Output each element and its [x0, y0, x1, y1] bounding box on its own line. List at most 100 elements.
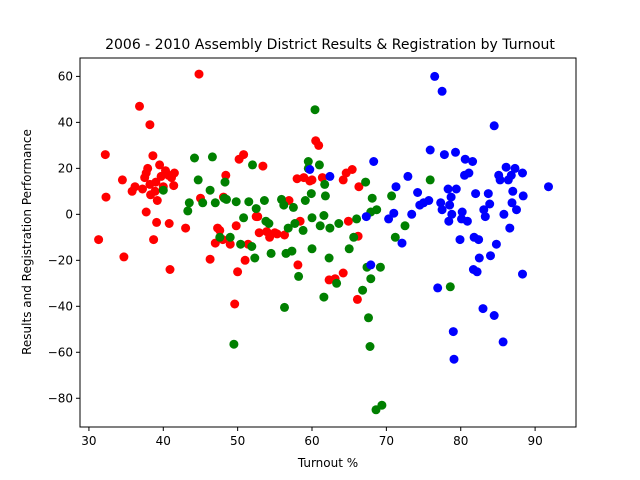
- data-point: [181, 223, 191, 233]
- data-point: [462, 216, 472, 226]
- data-point: [486, 251, 495, 261]
- data-point: [389, 208, 399, 218]
- data-point: [315, 221, 325, 231]
- data-point: [152, 217, 162, 227]
- data-point: [244, 197, 254, 207]
- x-tick-label: 60: [304, 434, 319, 448]
- data-point: [165, 265, 175, 274]
- data-point: [479, 205, 489, 215]
- data-point: [117, 175, 127, 185]
- axis-ticks: 30 40 50 60 70 80 90 −80 −60 −40 −20 0 20 40 60: [48, 69, 543, 448]
- data-point: [248, 160, 257, 170]
- data-point: [445, 200, 455, 210]
- data-point: [372, 205, 382, 215]
- data-point: [194, 69, 204, 79]
- data-point: [332, 278, 342, 288]
- data-point: [149, 235, 159, 245]
- data-point: [489, 311, 499, 320]
- data-point: [314, 140, 324, 150]
- data-point: [437, 205, 447, 215]
- data-point: [222, 194, 231, 204]
- data-point: [358, 285, 368, 295]
- data-point: [259, 196, 269, 205]
- data-point: [190, 153, 199, 163]
- data-point: [397, 238, 407, 248]
- x-tick-label: 30: [81, 434, 96, 448]
- x-tick-label: 90: [527, 434, 542, 448]
- data-point: [449, 354, 459, 364]
- data-point: [400, 221, 410, 231]
- data-point: [361, 212, 371, 222]
- data-point: [425, 175, 435, 185]
- data-point: [425, 145, 435, 155]
- data-point: [320, 179, 330, 189]
- data-point: [498, 337, 508, 347]
- data-point: [266, 248, 276, 258]
- x-axis-label: Turnout %: [297, 456, 358, 470]
- y-axis-label: Results and Registration Performance: [20, 129, 34, 355]
- data-point: [287, 246, 297, 256]
- data-point: [445, 282, 455, 292]
- data-point: [365, 342, 375, 351]
- data-point: [447, 209, 457, 219]
- data-point: [506, 170, 516, 180]
- data-point: [464, 168, 474, 178]
- data-point: [344, 244, 354, 254]
- data-point: [306, 189, 316, 199]
- data-point: [145, 120, 155, 130]
- data-point: [319, 292, 329, 302]
- data-point: [141, 207, 151, 217]
- data-point: [448, 327, 458, 337]
- data-point: [436, 198, 446, 208]
- data-point: [375, 262, 385, 272]
- data-point: [474, 253, 484, 263]
- data-point: [314, 160, 324, 170]
- data-point: [512, 205, 521, 215]
- data-point: [169, 181, 179, 191]
- data-point: [290, 219, 300, 228]
- data-point: [460, 154, 470, 164]
- data-point: [152, 196, 162, 205]
- y-tick-label: 20: [58, 161, 73, 175]
- data-point: [253, 212, 263, 222]
- data-point: [240, 255, 250, 265]
- data-point: [307, 175, 317, 185]
- data-point: [320, 191, 330, 201]
- x-tick-label: 80: [453, 434, 468, 448]
- data-point: [138, 184, 147, 194]
- data-point: [391, 182, 401, 192]
- data-point: [158, 185, 168, 195]
- data-point: [361, 177, 371, 187]
- data-point: [390, 232, 400, 242]
- data-point: [283, 223, 293, 233]
- data-point: [143, 163, 153, 173]
- data-point: [338, 268, 348, 278]
- data-point: [384, 214, 394, 224]
- data-point: [169, 168, 179, 178]
- data-point: [231, 221, 241, 231]
- data-point: [225, 232, 235, 242]
- data-point: [183, 206, 193, 216]
- data-point: [307, 244, 317, 254]
- data-point: [236, 239, 246, 249]
- data-point: [354, 182, 364, 192]
- data-point: [369, 157, 379, 166]
- data-point: [155, 160, 165, 170]
- data-point: [151, 177, 161, 187]
- data-point: [489, 121, 499, 131]
- data-point: [483, 189, 493, 199]
- data-point: [233, 267, 243, 277]
- data-point: [193, 175, 203, 185]
- data-point: [272, 229, 282, 239]
- data-point: [544, 182, 553, 192]
- data-point: [303, 157, 313, 166]
- data-point: [338, 175, 348, 185]
- data-point: [130, 182, 140, 192]
- data-point: [478, 304, 488, 314]
- data-point: [507, 198, 517, 208]
- data-point: [280, 230, 289, 240]
- data-point: [343, 216, 353, 226]
- data-point: [352, 214, 362, 224]
- data-point: [501, 162, 511, 172]
